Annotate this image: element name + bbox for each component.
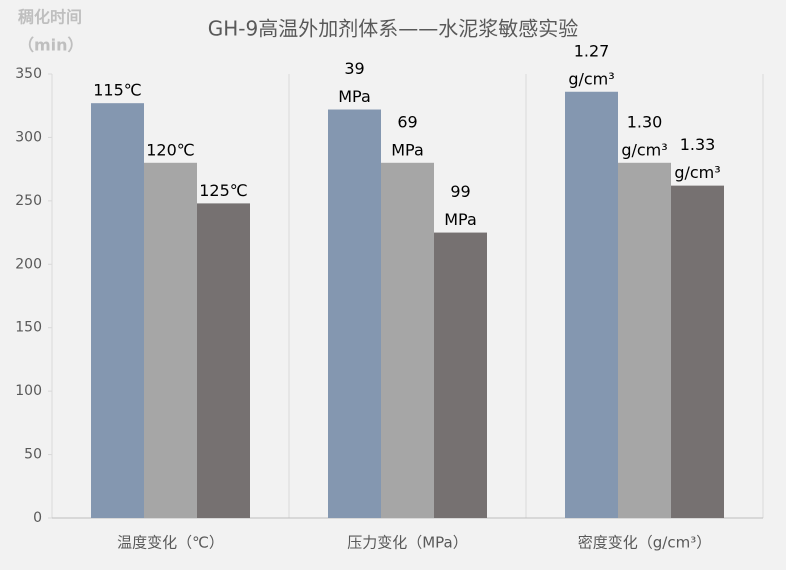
data-label: 1.33 (680, 135, 716, 154)
bar (381, 162, 434, 519)
data-label: 69 (397, 112, 417, 131)
data-label: MPa (338, 87, 371, 106)
y-tick-label: 200 (15, 256, 42, 272)
bar (434, 232, 487, 519)
y-tick-label: 50 (24, 447, 42, 463)
data-label: g/cm³ (674, 163, 720, 182)
data-label: MPa (444, 210, 477, 229)
bar (144, 162, 197, 519)
y-axis-title: （min） (18, 36, 84, 55)
y-tick-label: 0 (33, 510, 42, 526)
data-label: 120℃ (146, 140, 195, 159)
bar (618, 162, 671, 519)
data-label: 1.27 (574, 41, 610, 60)
bar (328, 109, 381, 519)
y-tick-label: 150 (15, 320, 42, 336)
data-label: 125℃ (199, 181, 248, 200)
data-label: 99 (450, 182, 470, 201)
x-tick-label: 压力变化（MPa） (347, 534, 468, 552)
x-tick-label: 温度变化（℃） (117, 534, 224, 552)
bar (91, 103, 144, 519)
y-tick-label: 250 (15, 193, 42, 209)
x-tick-label: 密度变化（g/cm³） (578, 534, 711, 552)
y-axis-title: 稠化时间 (18, 8, 82, 27)
data-label: g/cm³ (568, 69, 614, 88)
y-tick-label: 100 (15, 383, 42, 399)
y-tick-label: 300 (15, 129, 42, 145)
data-label: 39 (344, 59, 364, 78)
data-label: 115℃ (93, 81, 142, 100)
chart-title: GH-9高温外加剂体系——水泥浆敏感实验 (208, 17, 578, 41)
bar (671, 185, 724, 519)
y-tick-label: 350 (15, 66, 42, 82)
bar (565, 91, 618, 518)
data-label: 1.30 (627, 112, 663, 131)
bar (197, 203, 250, 518)
data-label: g/cm³ (621, 140, 667, 159)
data-label: MPa (391, 140, 424, 159)
